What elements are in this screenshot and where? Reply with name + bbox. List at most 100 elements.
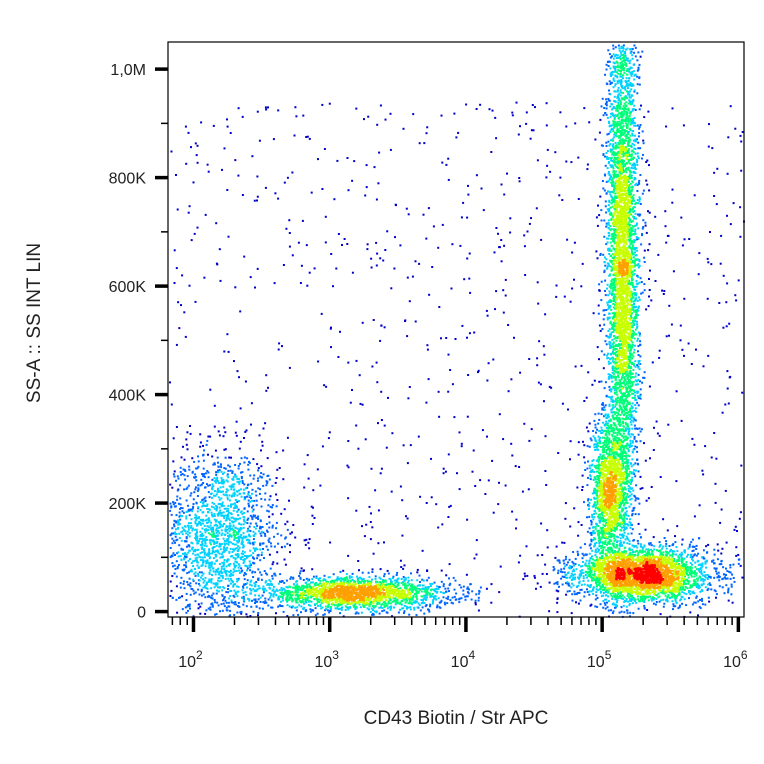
event-point	[606, 601, 608, 604]
event-point	[607, 395, 610, 398]
event-point	[302, 569, 305, 572]
event-point	[571, 578, 574, 581]
event-point	[172, 552, 175, 555]
event-point	[461, 324, 464, 327]
event-point	[611, 367, 614, 370]
event-point	[219, 610, 221, 613]
event-point	[590, 523, 593, 526]
event-point	[225, 507, 227, 510]
event-point	[213, 480, 216, 483]
event-point	[312, 575, 315, 578]
event-point	[175, 343, 178, 346]
event-point	[735, 299, 738, 302]
event-point	[628, 505, 631, 508]
event-point	[323, 148, 326, 150]
event-point	[208, 508, 211, 511]
event-point	[227, 515, 230, 518]
event-point	[641, 291, 644, 294]
event-point	[475, 539, 478, 542]
event-point	[628, 540, 631, 543]
event-point	[373, 166, 376, 169]
event-point	[212, 485, 215, 488]
event-point	[643, 606, 646, 609]
event-point	[206, 508, 209, 510]
event-point	[599, 329, 602, 332]
event-point	[453, 416, 456, 419]
event-point	[262, 427, 265, 430]
event-point	[633, 216, 636, 218]
event-point	[236, 549, 239, 552]
event-point	[544, 313, 547, 316]
event-point	[628, 95, 631, 98]
event-point	[644, 221, 647, 224]
event-point	[640, 243, 643, 246]
event-point	[597, 457, 600, 460]
event-point	[246, 565, 249, 568]
event-point	[192, 503, 195, 505]
event-point	[272, 588, 275, 591]
event-point	[637, 337, 639, 340]
event-point	[597, 441, 600, 444]
event-point	[212, 463, 215, 466]
event-point	[278, 589, 281, 592]
event-point	[709, 231, 711, 233]
event-point	[267, 386, 269, 389]
event-point	[274, 192, 277, 195]
event-point	[220, 477, 223, 480]
event-point	[633, 310, 636, 313]
event-point	[689, 584, 692, 587]
event-point	[607, 222, 610, 224]
event-point	[563, 541, 566, 544]
event-point	[408, 613, 411, 616]
event-point	[267, 504, 270, 507]
event-point	[177, 301, 180, 304]
event-point	[223, 471, 226, 474]
event-point	[327, 606, 330, 609]
event-point	[279, 573, 282, 576]
event-point	[725, 325, 728, 328]
event-point	[704, 603, 707, 606]
event-point	[205, 514, 208, 517]
event-point	[219, 509, 222, 512]
event-point	[641, 130, 644, 133]
event-point	[707, 583, 710, 586]
event-point	[637, 155, 639, 158]
event-point	[637, 307, 640, 309]
event-point	[224, 530, 227, 532]
event-point	[207, 508, 210, 511]
event-point	[257, 614, 259, 617]
event-point	[246, 518, 249, 521]
event-point	[426, 579, 429, 582]
event-point	[606, 606, 609, 609]
event-point	[194, 548, 197, 551]
event-point	[650, 548, 653, 551]
event-point	[234, 507, 237, 509]
event-point	[581, 557, 584, 560]
event-point	[391, 432, 394, 435]
event-point	[637, 360, 640, 363]
event-point	[718, 585, 721, 588]
event-point	[725, 301, 728, 304]
event-point	[634, 292, 637, 295]
event-point	[588, 464, 591, 467]
event-point	[536, 357, 539, 360]
event-point	[631, 150, 634, 152]
event-point	[224, 514, 227, 517]
event-point	[317, 604, 319, 607]
event-point	[176, 495, 179, 498]
event-point	[228, 564, 231, 567]
event-point	[634, 164, 637, 167]
event-point	[190, 562, 193, 565]
event-point	[689, 611, 692, 614]
event-point	[317, 158, 319, 161]
event-point	[223, 550, 225, 553]
event-point	[486, 435, 488, 438]
event-point	[648, 211, 651, 214]
event-point	[610, 217, 613, 220]
event-point	[566, 576, 569, 579]
event-point	[282, 587, 285, 590]
event-point	[683, 551, 686, 554]
event-point	[202, 586, 205, 589]
event-point	[244, 521, 247, 524]
event-point	[589, 478, 592, 481]
